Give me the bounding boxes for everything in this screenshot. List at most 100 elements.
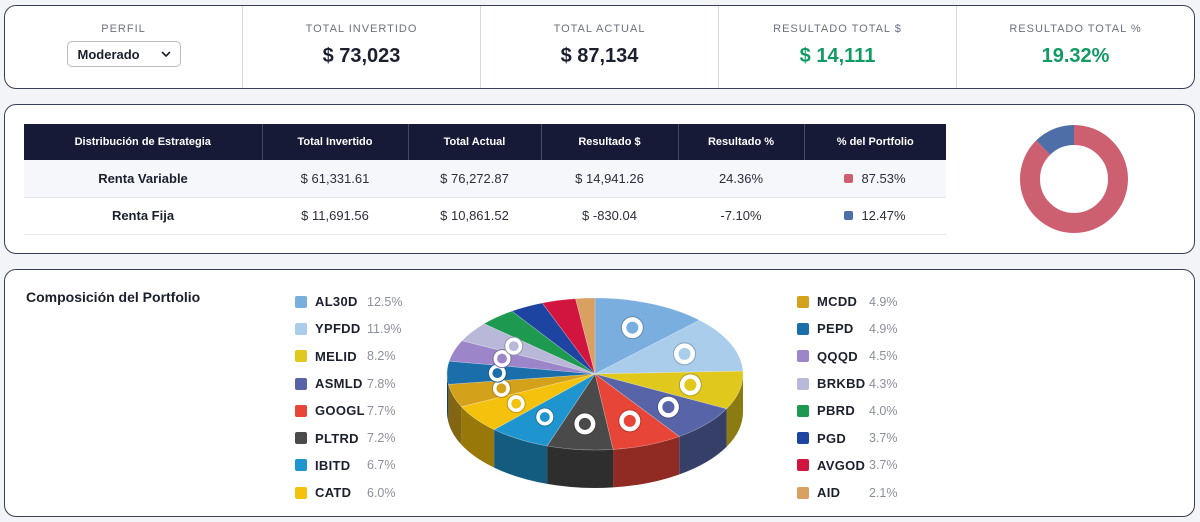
pie-logo-mark xyxy=(626,321,639,334)
legend-ticker: IBITD xyxy=(315,457,351,473)
row-invested: $ 11,691.56 xyxy=(262,197,408,235)
petrobras-logo-icon xyxy=(797,404,809,417)
legend-item-ibitd: IBITD 6.7% xyxy=(295,452,402,479)
legend-percent: 12.5% xyxy=(367,294,403,309)
ibit-logo-icon xyxy=(295,459,307,472)
total-invertido-label: TOTAL INVERTIDO xyxy=(305,23,418,35)
header-resultado-pct[interactable]: Resultado % xyxy=(678,124,805,160)
composition-pie-chart xyxy=(446,297,744,488)
row-portfolio-pct: 12.47% xyxy=(804,197,946,235)
donut-slice-1[interactable] xyxy=(1020,125,1128,233)
legend-item-mcdd: MCDD 4.9% xyxy=(797,288,898,315)
table-row: Renta Fija $ 11,691.56 $ 10,861.52 $ -83… xyxy=(24,197,946,235)
argentina-flag-icon xyxy=(295,295,307,308)
summary-card: PERFIL Moderado TOTAL INVERTIDO $ 73,023… xyxy=(4,5,1195,89)
donut-slice-0[interactable] xyxy=(1020,125,1128,233)
pie-logo-mark xyxy=(508,341,519,352)
row-current: $ 76,272.87 xyxy=(408,160,541,198)
legend-item-googl: GOOGL 7.7% xyxy=(295,397,402,424)
legend-ticker: QQQD xyxy=(817,348,858,364)
pie-slice-al30d[interactable] xyxy=(594,297,701,375)
header-total-invertido[interactable]: Total Invertido xyxy=(262,124,409,160)
legend-percent: 4.5% xyxy=(869,349,898,364)
pie-logo-mark xyxy=(623,414,636,427)
pie-side-ibitd xyxy=(494,429,548,484)
legend-percent: 7.7% xyxy=(367,403,396,418)
header-distribucion[interactable]: Distribución de Estrategia xyxy=(24,124,263,160)
row-result: $ -830.04 xyxy=(541,197,678,235)
strategy-header-row: Distribución de Estrategia Total Inverti… xyxy=(24,124,946,160)
strategy-donut-chart xyxy=(1020,125,1128,233)
legend-item-aid: AID 2.1% xyxy=(797,479,898,506)
total-actual-stat: TOTAL ACTUAL $ 87,134 xyxy=(481,6,719,88)
legend-item-asmld: ASMLD 7.8% xyxy=(295,370,402,397)
header-resultado[interactable]: Resultado $ xyxy=(541,124,679,160)
caterpillar-logo-icon xyxy=(295,486,307,499)
pie-logo-mark xyxy=(492,368,503,379)
legend-left: AL30D 12.5% YPFDD 11.9% MELID 8.2% ASMLD 7.8% GO… xyxy=(295,288,402,506)
row-result-pct: -7.10% xyxy=(678,197,804,235)
header-total-actual[interactable]: Total Actual xyxy=(408,124,542,160)
google-logo-icon xyxy=(295,404,307,417)
pie-slice-googl[interactable] xyxy=(594,373,680,450)
resultado-total-stat: RESULTADO TOTAL $ $ 14,111 xyxy=(719,6,957,88)
resultado-total-label: RESULTADO TOTAL $ xyxy=(773,23,902,35)
legend-percent: 4.9% xyxy=(869,321,898,336)
broadcom-logo-icon xyxy=(797,459,809,472)
legend-item-ypfdd: YPFDD 11.9% xyxy=(295,315,402,342)
pie-logo-mark xyxy=(684,378,697,391)
pie-tops xyxy=(446,297,744,451)
pie-slice-pgd[interactable] xyxy=(511,302,596,375)
pie-slice-pepd[interactable] xyxy=(446,360,596,385)
legend-percent: 7.2% xyxy=(367,431,396,446)
pie-logo-mark xyxy=(678,347,691,360)
legend-item-avgod: AVGOD 3.7% xyxy=(797,452,898,479)
legend-item-qqqd: QQQD 4.5% xyxy=(797,343,898,370)
pie-slice-melid[interactable] xyxy=(594,370,744,410)
row-portfolio-pct: 87.53% xyxy=(804,160,946,198)
berkshire-logo-icon xyxy=(797,377,809,390)
legend-item-melid: MELID 8.2% xyxy=(295,343,402,370)
pie-slice-pbrd[interactable] xyxy=(483,310,596,375)
pie-side-pltrd xyxy=(547,445,614,488)
pie-logo-mark xyxy=(662,401,675,414)
pie-slice-aid[interactable] xyxy=(575,297,596,375)
perfil-select[interactable]: Moderado xyxy=(66,41,181,67)
pg-logo-icon xyxy=(797,432,809,445)
perfil-select-value: Moderado xyxy=(77,46,140,62)
resultado-total-value: $ 14,111 xyxy=(799,45,876,67)
legend-right: MCDD 4.9% PEPD 4.9% QQQD 4.5% BRKBD 4.3% PBRD 4.0… xyxy=(797,288,898,506)
pie-slice-pltrd[interactable] xyxy=(546,373,614,451)
row-current: $ 10,861.52 xyxy=(408,197,541,235)
legend-percent: 8.2% xyxy=(367,349,396,364)
total-invertido-stat: TOTAL INVERTIDO $ 73,023 xyxy=(243,6,481,88)
pie-side-pepd xyxy=(447,374,449,423)
legend-ticker: YPFDD xyxy=(315,321,361,337)
total-invertido-value: $ 73,023 xyxy=(322,45,401,67)
pie-slice-brkbd[interactable] xyxy=(461,323,596,375)
pie-logo-mark xyxy=(497,353,507,364)
legend-ticker: CATD xyxy=(315,485,352,501)
legend-percent: 11.9% xyxy=(367,321,402,336)
perfil-stat: PERFIL Moderado xyxy=(5,6,243,88)
total-actual-value: $ 87,134 xyxy=(560,45,639,67)
pie-slice-catd[interactable] xyxy=(460,373,596,430)
composition-title: Composición del Portfolio xyxy=(26,289,201,305)
resultado-pct-stat: RESULTADO TOTAL % 19.32% xyxy=(957,6,1194,88)
legend-percent: 4.3% xyxy=(869,376,898,391)
legend-item-pbrd: PBRD 4.0% xyxy=(797,397,898,424)
strategy-card: Distribución de Estrategia Total Inverti… xyxy=(4,104,1195,254)
row-result-pct: 24.36% xyxy=(678,160,804,198)
header-portfolio-pct[interactable]: % del Portfolio xyxy=(804,124,946,160)
pie-slice-ypfdd[interactable] xyxy=(594,319,744,375)
pie-slice-avgod[interactable] xyxy=(541,298,596,375)
table-row: Renta Variable $ 61,331.61 $ 76,272.87 $… xyxy=(24,160,946,198)
pie-slice-qqqd[interactable] xyxy=(448,340,596,375)
ypf-logo-icon xyxy=(295,322,307,335)
pie-slice-mcdd[interactable] xyxy=(447,373,596,407)
legend-percent: 3.7% xyxy=(869,458,898,473)
legend-ticker: BRKBD xyxy=(817,376,866,392)
row-name: Renta Fija xyxy=(24,197,262,235)
portfolio-pct-value: 12.47% xyxy=(861,208,906,223)
legend-item-brkbd: BRKBD 4.3% xyxy=(797,370,898,397)
